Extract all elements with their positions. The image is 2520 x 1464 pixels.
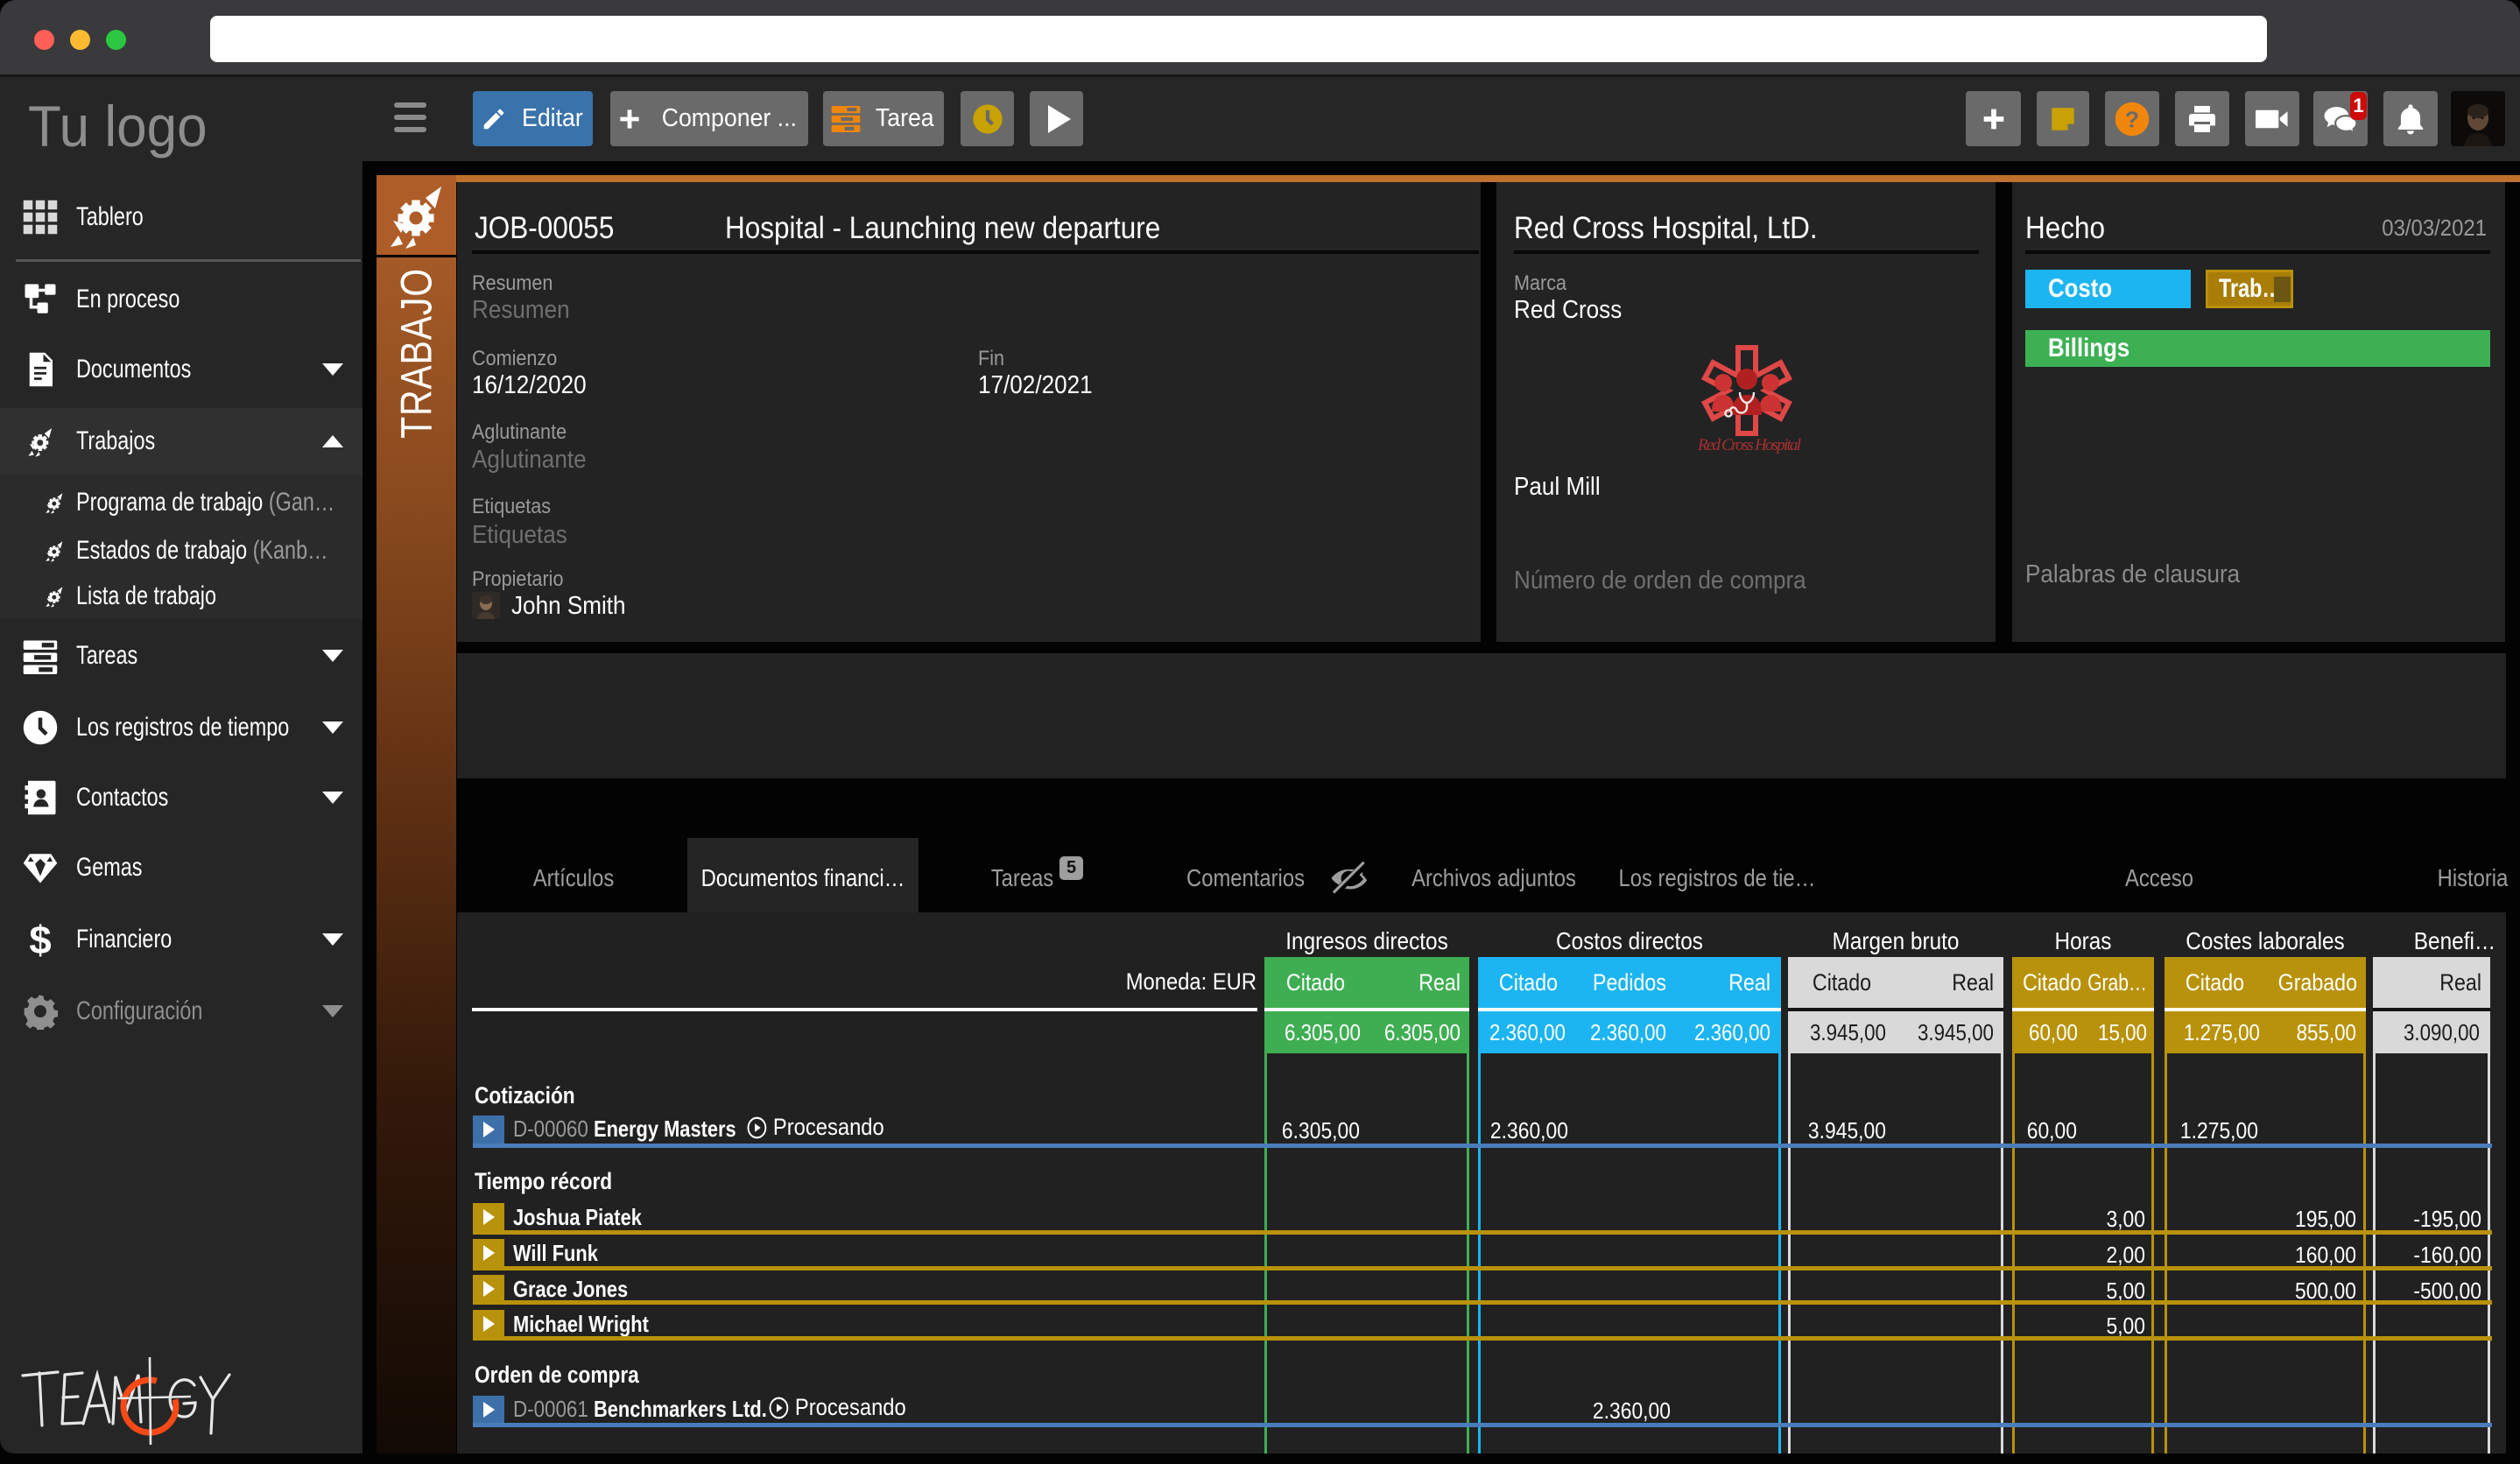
svg-text:Red Cross Hospital: Red Cross Hospital xyxy=(1697,436,1801,454)
svg-text:?: ? xyxy=(2125,106,2139,132)
svg-text:$: $ xyxy=(29,921,51,958)
